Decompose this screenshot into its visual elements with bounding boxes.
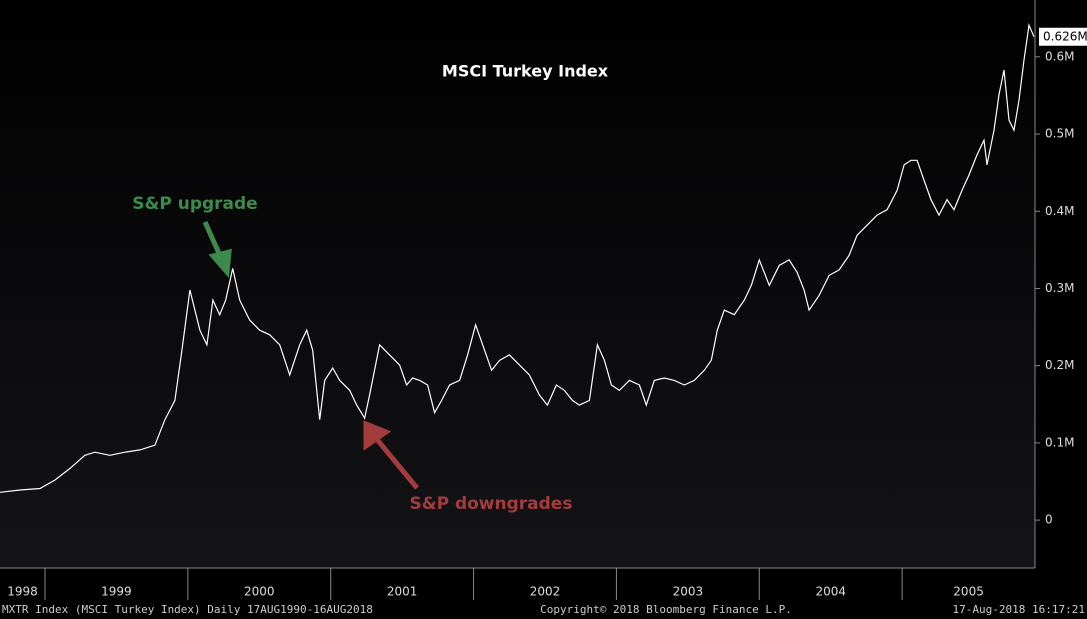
x-tick-label: 1999: [101, 585, 132, 599]
y-tick-label: 0.1M: [1045, 435, 1074, 449]
x-tick-label: 2001: [387, 585, 418, 599]
y-tick-label: 0.4M: [1045, 204, 1074, 218]
footer-source: MXTR Index (MSCI Turkey Index) Daily 17A…: [2, 603, 373, 616]
last-value-box: [1039, 27, 1087, 46]
plot-area: [0, 0, 1035, 568]
last-value-label: 0.626M: [1043, 29, 1087, 43]
y-tick-label: 0: [1045, 513, 1053, 527]
x-tick-label: 2000: [244, 585, 275, 599]
x-tick-label: 2004: [815, 585, 846, 599]
y-tick-label: 0.2M: [1045, 358, 1074, 372]
x-tick-label: 2005: [953, 585, 984, 599]
footer-copyright: Copyright© 2018 Bloomberg Finance L.P.: [540, 603, 792, 616]
x-tick-label: 2003: [673, 585, 704, 599]
annotation: S&P downgrades: [410, 494, 573, 514]
annotation-arrow: [363, 420, 419, 490]
price-line: [0, 23, 1035, 493]
annotation-arrow: [202, 220, 232, 278]
annotation: S&P upgrade: [132, 194, 257, 214]
y-tick-label: 0.5M: [1045, 127, 1074, 141]
x-tick-label: 1998: [7, 585, 38, 599]
y-tick-label: 0.6M: [1045, 49, 1074, 63]
x-tick-label: 2002: [530, 585, 561, 599]
chart-title: MSCI Turkey Index: [442, 62, 609, 81]
y-tick-label: 0.3M: [1045, 281, 1074, 295]
footer-timestamp: 17-Aug-2018 16:17:21: [953, 603, 1085, 616]
